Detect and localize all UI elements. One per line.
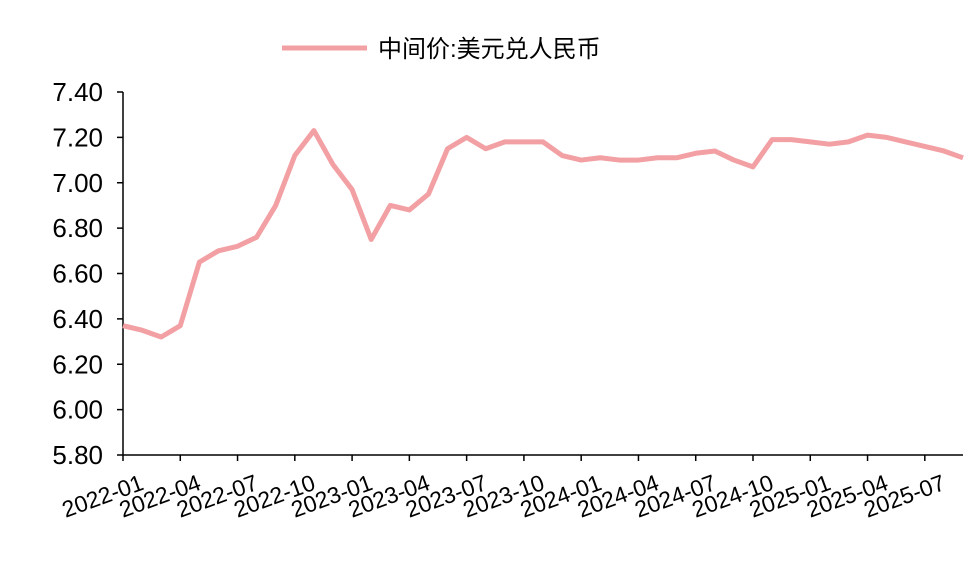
y-tick-label: 6.80 xyxy=(52,213,103,243)
y-tick-label: 7.00 xyxy=(52,168,103,198)
y-tick-label: 6.60 xyxy=(52,259,103,289)
y-tick-label: 6.00 xyxy=(52,395,103,425)
y-tick-label: 7.40 xyxy=(52,77,103,107)
y-tick-label: 6.40 xyxy=(52,304,103,334)
legend-label: 中间价:美元兑人民币 xyxy=(378,36,601,63)
y-tick-label: 5.80 xyxy=(52,440,103,470)
y-tick-label: 7.20 xyxy=(52,122,103,152)
y-tick-label: 6.20 xyxy=(52,349,103,379)
data-line xyxy=(122,128,964,340)
